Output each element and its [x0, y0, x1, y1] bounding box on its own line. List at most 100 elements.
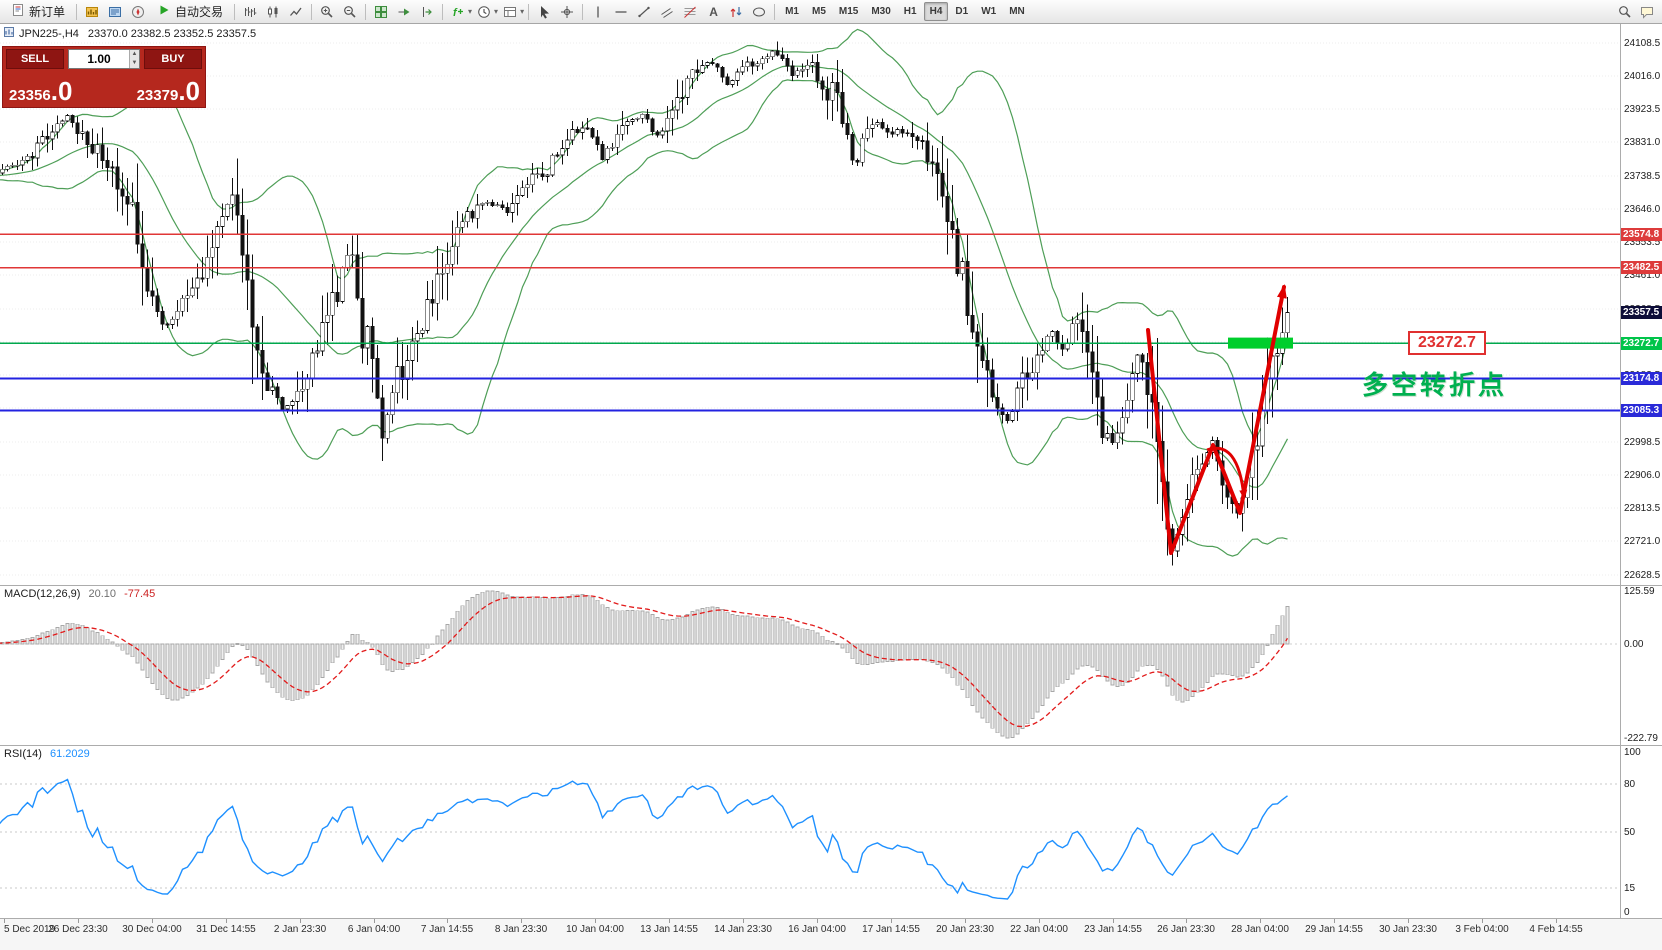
time-axis[interactable]: 5 Dec 2019 26 Dec 23:30 30 Dec 04:00 31 Dec…	[0, 919, 1662, 950]
timeframe-h4[interactable]: H4	[923, 2, 949, 21]
zoom-out-icon[interactable]	[339, 2, 361, 22]
time-axis-label: 5 Dec 2019	[4, 924, 56, 935]
timeframe-w1[interactable]: W1	[981, 6, 997, 17]
time-axis-label: 7 Jan 14:55	[420, 924, 474, 935]
timeframe-d1[interactable]: D1	[955, 6, 969, 17]
time-tick	[78, 919, 79, 923]
crosshair-icon[interactable]	[556, 2, 578, 22]
macd-scale-label: 125.59	[1624, 586, 1655, 597]
turning-point-note[interactable]: 多空转折点	[1362, 370, 1508, 400]
channel-icon[interactable]	[656, 2, 678, 22]
toolbar-separator	[442, 3, 444, 20]
timeframe-m1[interactable]: M1	[785, 6, 799, 17]
time-axis-label: 22 Jan 04:00	[1010, 924, 1068, 935]
shapes-icon[interactable]	[748, 2, 770, 22]
time-tick	[1113, 919, 1114, 923]
rsi-scale-label: 50	[1624, 827, 1636, 838]
dropdown-caret[interactable]: ▾	[468, 7, 473, 16]
line-chart-icon[interactable]	[285, 2, 307, 22]
toolbar: 新订单 自动交易 f ▾ ▾ ▾ A M1 M5 M15 M30 H1 H4 D1…	[0, 0, 1662, 24]
panel-divider	[0, 918, 1662, 919]
cursor-icon[interactable]	[533, 2, 555, 22]
tile-windows-icon[interactable]	[370, 2, 392, 22]
price-scale-label: 23461.0	[1624, 270, 1661, 282]
timeframe-m30[interactable]: M30	[871, 6, 891, 17]
rsi-panel[interactable]: RSI(14) 61.2029	[0, 746, 1620, 918]
indicators-icon[interactable]: f	[447, 2, 469, 22]
candlestick-chart[interactable]	[0, 24, 1620, 585]
zoom-in-icon[interactable]	[316, 2, 338, 22]
timeframe-mn[interactable]: MN	[1009, 6, 1025, 17]
chart-window-icon	[4, 27, 14, 40]
panel-divider[interactable]	[0, 585, 1662, 586]
arrows-icon[interactable]	[725, 2, 747, 22]
time-tick	[965, 919, 966, 923]
bar-chart-icon[interactable]	[239, 2, 261, 22]
price-scale-label: 24108.5	[1624, 37, 1661, 49]
data-window-icon[interactable]	[104, 2, 126, 22]
time-tick	[595, 919, 596, 923]
rsi-indicator-label: RSI(14) 61.2029	[4, 748, 90, 760]
rsi-value: 61.2029	[49, 748, 90, 760]
price-scale[interactable]: 24108.5 24016.0 23923.5 23831.0 23738.5 23646…	[1620, 24, 1662, 918]
trendline-icon[interactable]	[633, 2, 655, 22]
time-axis-label: 3 Feb 04:00	[1455, 924, 1509, 935]
buy-button[interactable]: BUY	[144, 49, 202, 69]
volume-increase-button[interactable]: ▲	[131, 51, 138, 57]
horizontal-line-icon[interactable]	[610, 2, 632, 22]
navigator-icon[interactable]	[127, 2, 149, 22]
time-axis-label: 10 Jan 04:00	[566, 924, 624, 935]
auto-trading-play-icon	[157, 3, 171, 20]
new-order-label: 新订单	[29, 5, 66, 19]
chat-icon[interactable]	[1636, 2, 1658, 22]
dropdown-caret[interactable]: ▾	[494, 7, 499, 16]
time-axis-label: 20 Jan 23:30	[936, 924, 994, 935]
time-axis-label: 17 Jan 14:55	[862, 924, 920, 935]
panel-divider[interactable]	[0, 745, 1662, 746]
time-axis-label: 26 Dec 23:30	[48, 924, 108, 935]
price-scale-label: 22813.5	[1624, 503, 1661, 515]
search-icon[interactable]	[1614, 2, 1636, 22]
auto-trading-button[interactable]: 自动交易	[150, 2, 230, 22]
rsi-scale-label: 80	[1624, 779, 1636, 790]
timeframe-m5[interactable]: M5	[811, 6, 826, 17]
price-scale-label: 24016.0	[1624, 70, 1661, 82]
timeframe-h1[interactable]: H1	[903, 6, 917, 17]
rsi-scale-label: 100	[1624, 747, 1641, 758]
price-scale-label: 23646.0	[1624, 203, 1661, 215]
toolbar-separator	[234, 3, 236, 20]
chart-symbol-label: JPN225-,H4 23370.0 23382.5 23352.5 23357…	[4, 27, 256, 40]
toolbar-separator	[365, 3, 367, 20]
auto-scroll-icon[interactable]	[393, 2, 415, 22]
volume-decrease-button[interactable]: ▼	[131, 60, 138, 66]
macd-main-value: 20.10	[88, 588, 117, 600]
current-price-tag: 23357.5	[1621, 306, 1662, 320]
vertical-line-icon[interactable]	[587, 2, 609, 22]
main-chart-panel[interactable]: JPN225-,H4 23370.0 23382.5 23352.5 23357…	[0, 24, 1620, 585]
time-tick	[669, 919, 670, 923]
dropdown-caret[interactable]: ▾	[520, 7, 525, 16]
price-scale-label: 22906.0	[1624, 469, 1661, 481]
text-label-icon[interactable]: A	[702, 2, 724, 22]
price-scale-label: 23553.5	[1624, 237, 1661, 249]
fibonacci-icon[interactable]	[679, 2, 701, 22]
periods-icon[interactable]	[473, 2, 495, 22]
toolbar-separator	[582, 3, 584, 20]
timeframe-m15[interactable]: M15	[838, 6, 859, 17]
sell-price-big: .0	[50, 76, 73, 106]
templates-icon[interactable]	[499, 2, 521, 22]
charts-grid-icon[interactable]	[81, 2, 103, 22]
candlestick-chart-icon[interactable]	[262, 2, 284, 22]
sell-button[interactable]: SELL	[6, 49, 64, 69]
auto-trading-label: 自动交易	[175, 5, 224, 19]
toolbar-separator	[528, 3, 530, 20]
price-scale-label: 23923.5	[1624, 104, 1661, 116]
price-annotation-label[interactable]: 23272.7	[1408, 331, 1486, 355]
time-tick	[300, 919, 301, 923]
macd-panel[interactable]: MACD(12,26,9) 20.10 -77.45	[0, 586, 1620, 745]
chart-shift-icon[interactable]	[416, 2, 438, 22]
new-order-button[interactable]: 新订单	[4, 2, 72, 22]
price-level-tag: 23272.7	[1621, 336, 1662, 350]
time-axis-label: 2 Jan 23:30	[273, 924, 327, 935]
volume-input[interactable]	[69, 50, 139, 68]
